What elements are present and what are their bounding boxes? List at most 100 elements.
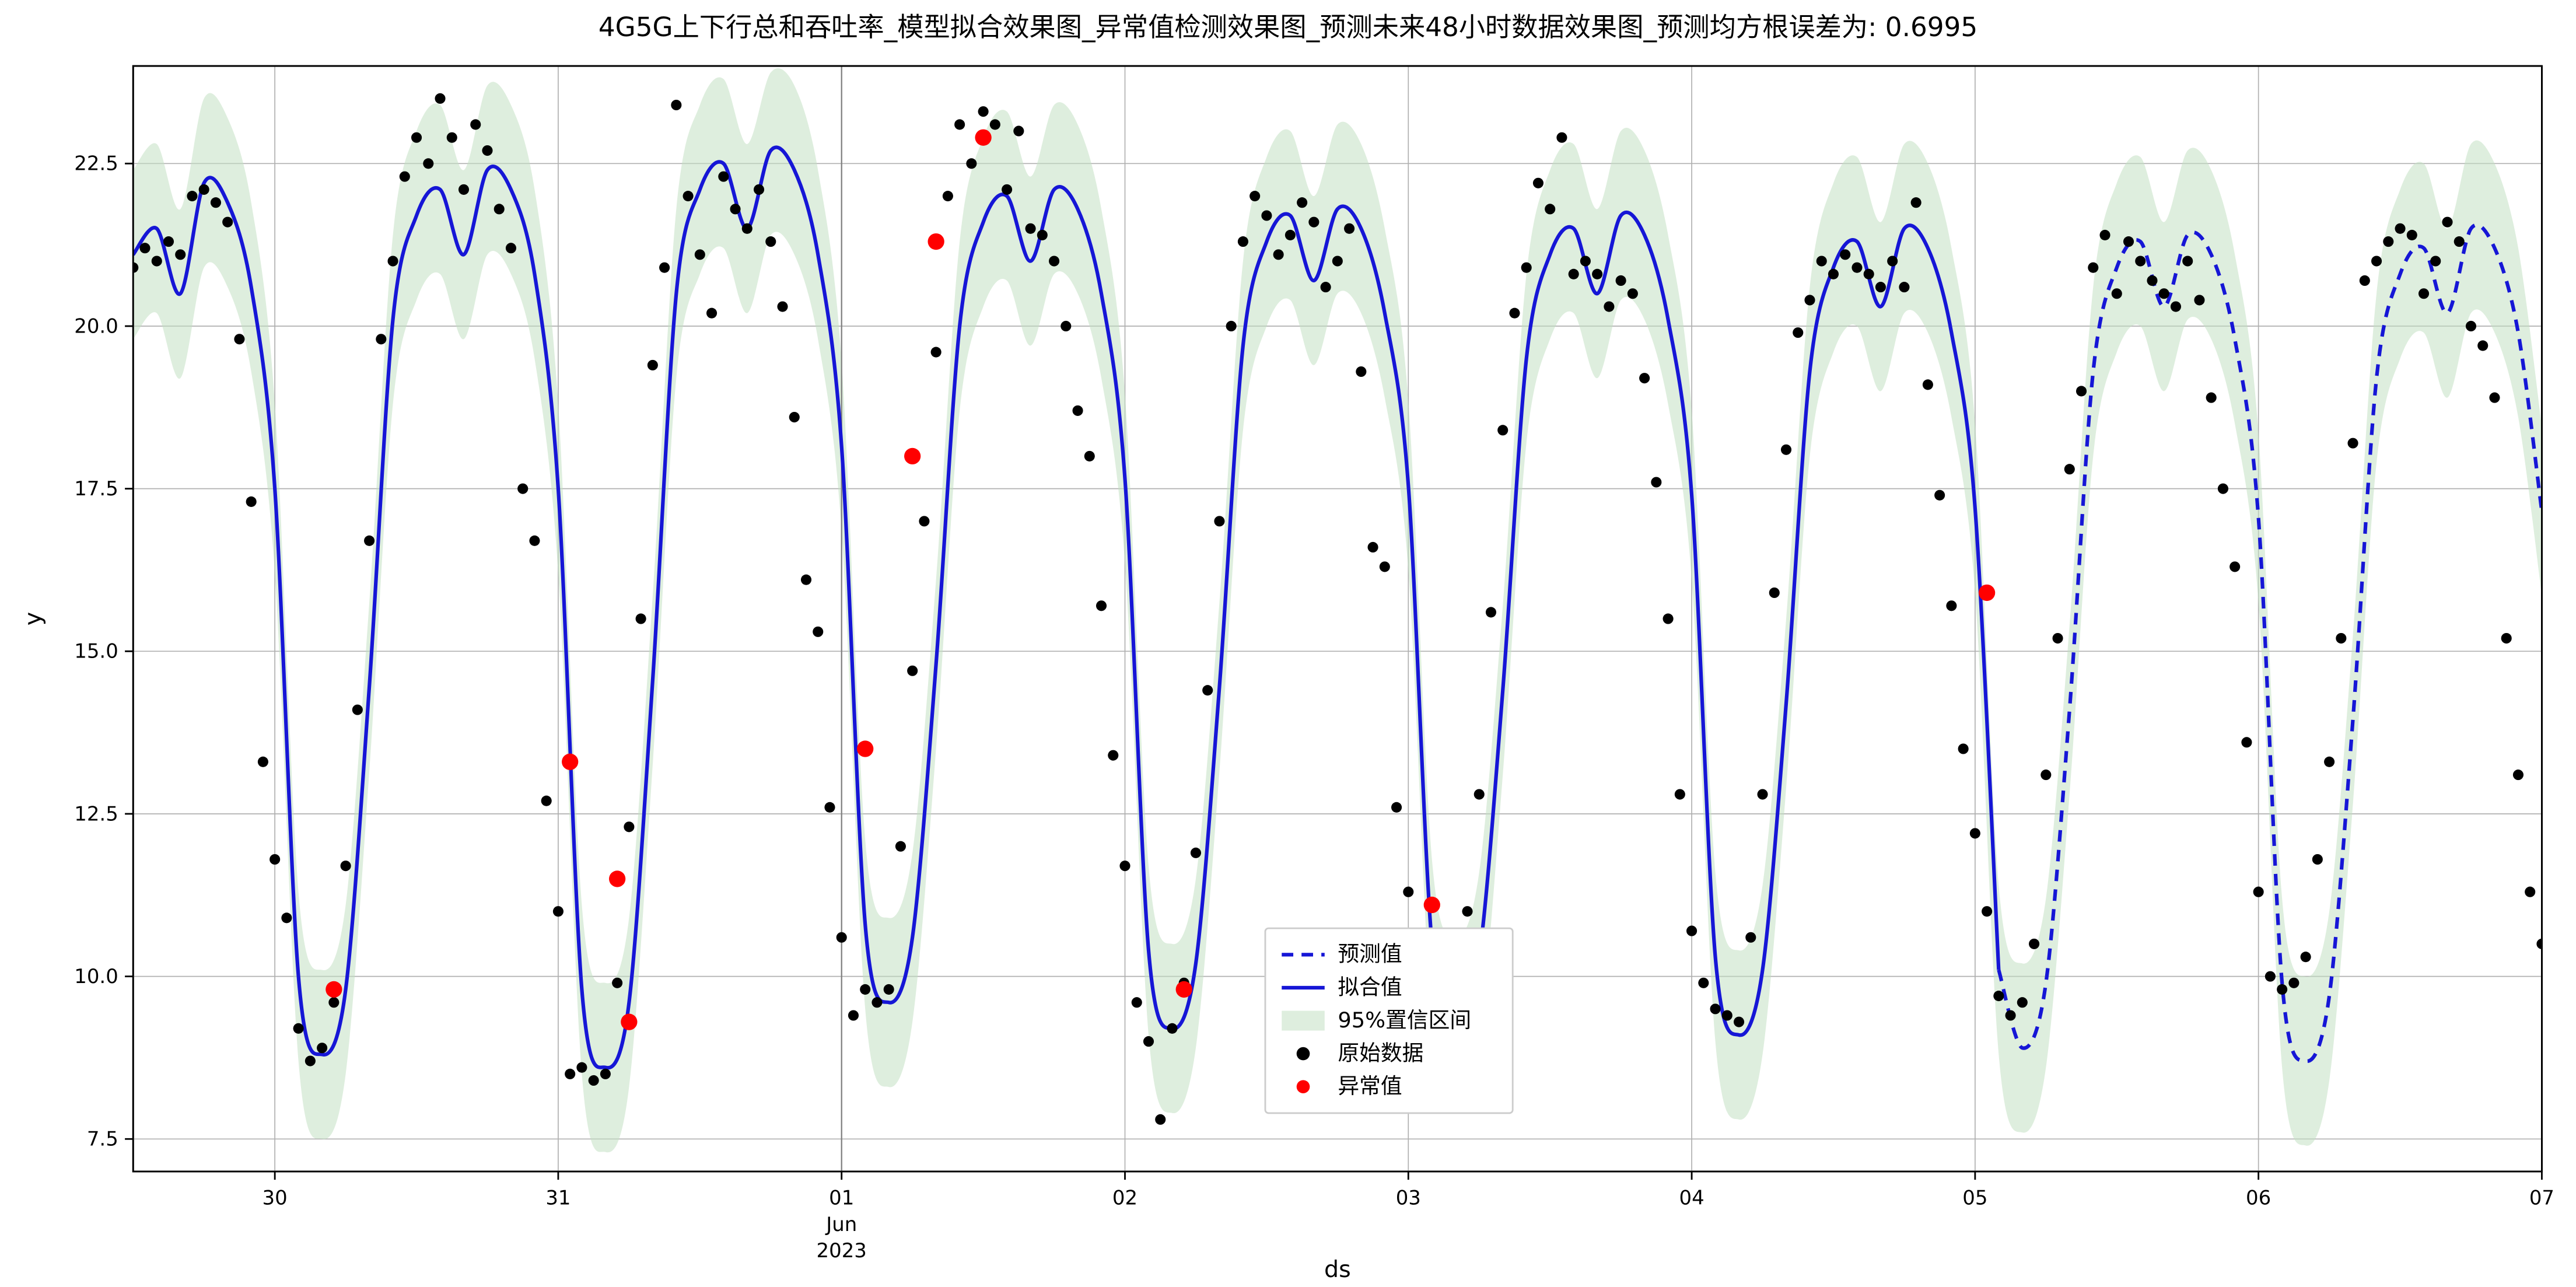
raw-point: [1332, 256, 1343, 266]
legend-label: 预测值: [1338, 942, 1402, 967]
raw-point: [1026, 223, 1036, 234]
raw-point: [1686, 926, 1697, 936]
raw-point: [2301, 952, 2311, 962]
raw-point: [730, 204, 741, 214]
raw-point: [884, 984, 894, 995]
xtick-label: 30: [262, 1187, 288, 1210]
raw-point: [175, 249, 186, 260]
raw-point: [459, 184, 469, 195]
raw-point: [2159, 288, 2169, 299]
raw-point: [2501, 633, 2512, 644]
raw-point: [270, 854, 280, 865]
raw-point: [2218, 484, 2228, 494]
raw-point: [1616, 275, 1626, 286]
raw-point: [2489, 393, 2500, 403]
raw-point: [411, 132, 422, 143]
raw-point: [1710, 1003, 1721, 1014]
raw-point: [1793, 327, 1803, 338]
raw-point: [2076, 386, 2087, 396]
raw-point: [2442, 217, 2452, 228]
raw-point: [1521, 263, 1532, 273]
raw-point: [1049, 256, 1059, 266]
raw-point: [2241, 737, 2252, 747]
raw-point: [187, 191, 197, 201]
raw-point: [1013, 126, 1024, 137]
raw-point: [919, 516, 929, 526]
raw-point: [1734, 1017, 1744, 1027]
raw-point: [2418, 288, 2429, 299]
raw-point: [848, 1010, 859, 1020]
raw-point: [1037, 230, 1048, 240]
anomaly-point: [621, 1014, 637, 1030]
raw-point: [1356, 366, 1366, 377]
raw-point: [388, 256, 398, 266]
raw-point: [2029, 939, 2039, 949]
raw-point: [1497, 425, 1508, 435]
raw-point: [1804, 295, 1815, 305]
raw-point: [1875, 282, 1886, 292]
raw-point: [1119, 861, 1130, 871]
raw-point: [352, 705, 363, 715]
raw-point: [553, 906, 564, 917]
raw-point: [777, 301, 788, 312]
raw-point: [2194, 295, 2204, 305]
raw-point: [1403, 887, 1413, 897]
raw-point: [706, 308, 717, 319]
raw-point: [1072, 405, 1083, 416]
raw-point: [1226, 321, 1237, 331]
raw-point: [624, 821, 634, 832]
raw-point: [1993, 991, 2004, 1001]
ytick-label: 7.5: [87, 1128, 118, 1151]
legend-label: 原始数据: [1338, 1040, 1423, 1065]
raw-point: [1545, 204, 1555, 214]
timeseries-chart: 7.510.012.515.017.520.022.5303101Jun2023…: [0, 0, 2576, 1287]
chart-title: 4G5G上下行总和吞吐率_模型拟合效果图_异常值检测效果图_预测未来48小时数据…: [598, 12, 1978, 43]
legend-swatch-band: [1282, 1011, 1325, 1031]
ytick-label: 17.5: [74, 478, 118, 501]
raw-point: [1380, 561, 1390, 572]
anomaly-point: [1979, 585, 1995, 601]
xtick-label: 07: [2529, 1187, 2554, 1210]
raw-point: [1474, 789, 1485, 799]
raw-point: [2253, 887, 2264, 897]
raw-point: [293, 1023, 304, 1034]
raw-point: [565, 1069, 575, 1079]
raw-point: [2395, 223, 2405, 234]
raw-point: [860, 984, 870, 995]
raw-point: [1911, 197, 1922, 208]
raw-point: [2513, 770, 2524, 780]
raw-point: [1887, 256, 1898, 266]
raw-point: [836, 932, 847, 943]
raw-point: [163, 236, 174, 247]
raw-point: [754, 184, 764, 195]
raw-point: [2088, 263, 2098, 273]
raw-point: [1084, 451, 1095, 461]
raw-point: [1462, 906, 1472, 917]
raw-point: [1592, 269, 1602, 279]
raw-point: [1757, 789, 1768, 799]
raw-point: [1899, 282, 1909, 292]
xtick-label: 06: [2246, 1187, 2271, 1210]
raw-point: [1308, 217, 1319, 228]
xtick-label: 02: [1112, 1187, 1138, 1210]
raw-point: [1509, 308, 1520, 319]
raw-point: [1297, 197, 1307, 208]
raw-point: [872, 997, 882, 1008]
raw-point: [1864, 269, 1874, 279]
raw-point: [742, 223, 752, 234]
raw-point: [447, 132, 457, 143]
y-axis-label: y: [20, 612, 47, 625]
anomaly-point: [1176, 981, 1192, 998]
raw-point: [2430, 256, 2441, 266]
xtick-label: 05: [1962, 1187, 1987, 1210]
raw-point: [258, 757, 268, 767]
raw-point: [470, 119, 481, 130]
legend-label: 异常值: [1338, 1073, 1402, 1099]
raw-point: [2312, 854, 2323, 865]
anomaly-point: [1424, 897, 1440, 913]
raw-point: [943, 191, 953, 201]
raw-point: [1970, 828, 1980, 838]
raw-point: [2064, 464, 2075, 474]
raw-point: [1556, 132, 1567, 143]
anomaly-point: [609, 870, 625, 887]
